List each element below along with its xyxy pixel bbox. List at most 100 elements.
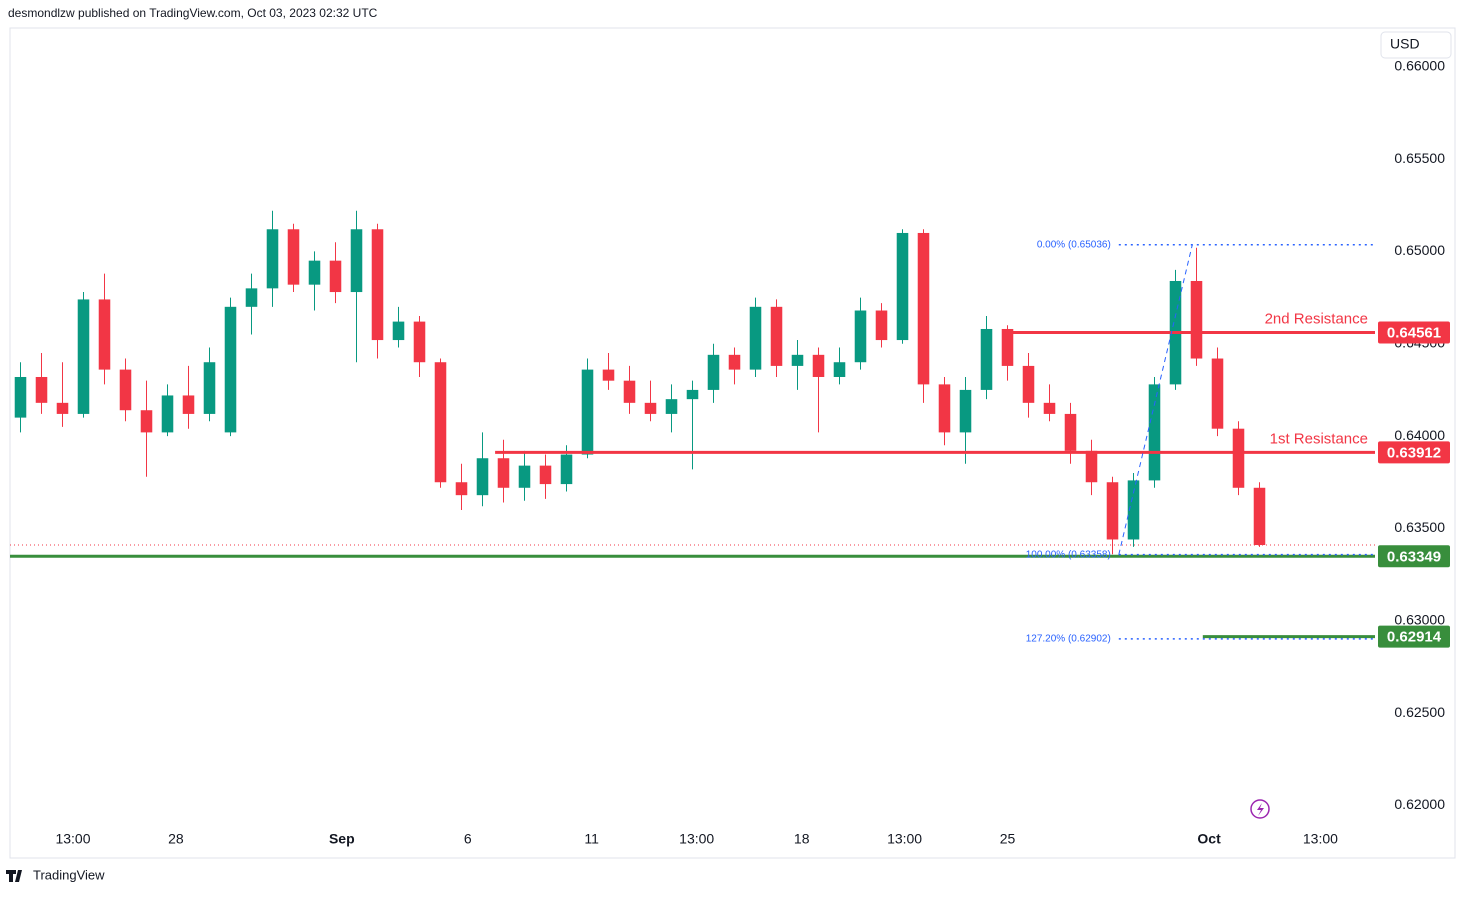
fib-label: 100.00% (0.63358) (1026, 549, 1111, 560)
candle-body (1043, 402, 1056, 414)
candle-body (980, 328, 993, 390)
brand[interactable]: TradingView (6, 867, 105, 882)
candle-body (455, 482, 468, 496)
level-name: 2nd Resistance (1265, 310, 1368, 327)
candle-body (854, 310, 867, 363)
y-tick-label: 0.66000 (1394, 57, 1445, 73)
candle-body (266, 229, 279, 289)
y-tick-label: 0.64000 (1394, 427, 1445, 443)
candle-body (749, 306, 762, 370)
candle-body (623, 380, 636, 403)
price-box (1378, 625, 1450, 648)
candle-body (602, 369, 615, 381)
x-tick-label: 13:00 (887, 831, 922, 847)
candle-body (770, 306, 783, 366)
y-tick-label: 0.62500 (1394, 704, 1445, 720)
brand-logo (6, 870, 22, 882)
candle-body (371, 229, 384, 341)
x-tick-label: Oct (1197, 831, 1221, 847)
candle-body (98, 299, 111, 370)
x-tick-label: 6 (464, 831, 472, 847)
candle-body (581, 369, 594, 455)
x-tick-label: 13:00 (55, 831, 90, 847)
candle-body (1211, 358, 1224, 429)
candle-body (434, 362, 447, 483)
candle-body (728, 354, 741, 370)
level-name: 1st Resistance (1270, 430, 1368, 447)
candle-body (1001, 328, 1014, 366)
currency: USD (1390, 36, 1420, 52)
x-tick-label: 28 (168, 831, 184, 847)
candle-body (119, 369, 132, 411)
candle-body (140, 410, 153, 433)
candle-body (1022, 365, 1035, 403)
candle-body (182, 395, 195, 414)
event-bolt (1257, 803, 1264, 816)
candle-body (959, 389, 972, 433)
candle-body (224, 306, 237, 433)
candle-body (1064, 413, 1077, 451)
fib-trend (1118, 244, 1193, 555)
candle-body (413, 321, 426, 363)
candle-body (350, 229, 363, 293)
candle-body (287, 229, 300, 285)
chart-frame (9, 27, 1456, 859)
candle-body (308, 260, 321, 285)
x-tick-label: 13:00 (679, 831, 714, 847)
candle-body (875, 310, 888, 341)
price-box (1378, 321, 1450, 344)
candle-body (938, 384, 951, 433)
x-tick-label: 13:00 (1303, 831, 1338, 847)
price-box (1378, 441, 1450, 464)
currency-box[interactable] (1380, 31, 1452, 59)
candle-body (35, 376, 48, 403)
publish-info: desmondlzw published on TradingView.com,… (8, 6, 378, 20)
candle-body (1148, 384, 1161, 481)
fib-label: 127.20% (0.62902) (1026, 633, 1111, 644)
candle-body (518, 465, 531, 488)
fib-label: 0.00% (0.65036) (1037, 239, 1111, 250)
candle-body (707, 354, 720, 390)
price-box (1378, 545, 1450, 568)
candle-body (833, 362, 846, 377)
candle-body (686, 389, 699, 400)
candle-body (203, 362, 216, 414)
brand-name: TradingView (33, 867, 105, 882)
candle-body (329, 260, 342, 293)
candle-body (77, 299, 90, 414)
candle-body (14, 376, 27, 418)
candle-body (1232, 428, 1245, 488)
y-tick-label: 0.63500 (1394, 519, 1445, 535)
event-icon[interactable] (1250, 799, 1270, 819)
x-tick-label: 11 (584, 831, 599, 847)
candle-body (497, 458, 510, 488)
x-tick-label: 25 (1000, 831, 1016, 847)
y-tick-label: 0.65500 (1394, 150, 1445, 166)
candle-body (644, 402, 657, 414)
candle-body (791, 354, 804, 366)
candle-body (1106, 482, 1119, 540)
candle-body (539, 465, 552, 485)
candle-body (56, 402, 69, 414)
x-tick-label: 18 (794, 831, 810, 847)
price-box-label: 0.63349 (1387, 548, 1441, 565)
y-tick-label: 0.62000 (1394, 796, 1445, 812)
candle-body (245, 288, 258, 307)
y-tick-label: 0.65000 (1394, 242, 1445, 258)
candle-body (665, 399, 678, 414)
candle-body (1085, 450, 1098, 483)
y-tick-label: 0.63000 (1394, 611, 1445, 627)
price-box-label: 0.64561 (1387, 324, 1441, 341)
candle-body (1127, 480, 1140, 540)
price-box-label: 0.62914 (1387, 629, 1442, 646)
candle-body (917, 232, 930, 385)
candle-body (896, 232, 909, 341)
candle-body (560, 454, 573, 485)
candle-body (392, 321, 405, 341)
candle-body (812, 354, 825, 377)
candle-body (1190, 280, 1203, 359)
candle-body (161, 395, 174, 433)
